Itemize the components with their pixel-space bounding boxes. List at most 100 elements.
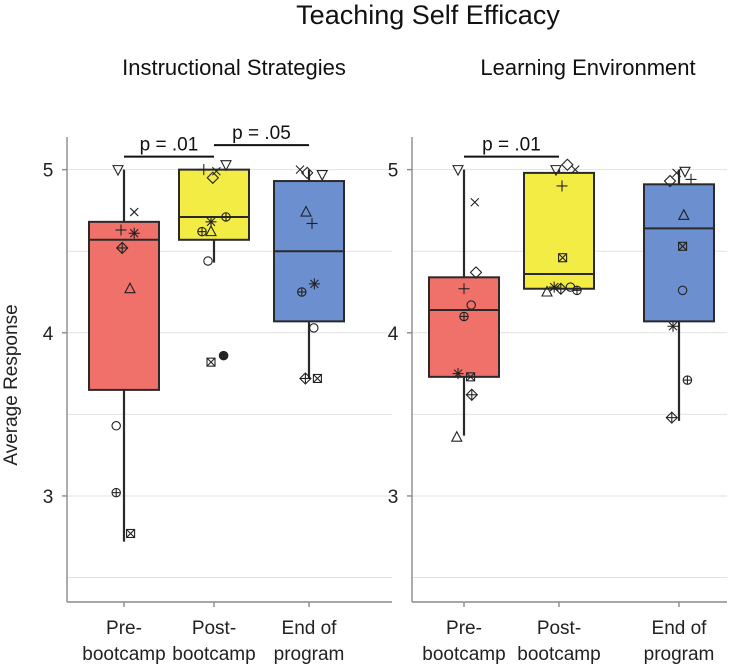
marker-stroke (313, 374, 322, 383)
marker-plus (306, 217, 318, 229)
marker-plus (458, 283, 470, 295)
marker-stroke (668, 321, 678, 331)
marker-shape (300, 166, 314, 180)
marker-stroke (295, 165, 305, 175)
marker-diamond (469, 266, 483, 279)
marker-asterisk (452, 368, 464, 380)
box-3 (643, 166, 715, 424)
x-tick-label: Pre- (106, 618, 142, 639)
x-tick-label: program (644, 644, 715, 665)
marker-x (672, 168, 681, 178)
marker-plus (685, 173, 697, 185)
marker-circle-plus (572, 285, 582, 296)
marker-circle-plus (197, 226, 207, 237)
marker-tri-up (450, 430, 463, 442)
marker-circle (466, 300, 476, 310)
marker-stroke (126, 529, 135, 538)
marker-stroke (672, 168, 681, 178)
x-tick-label: Post- (537, 618, 581, 639)
marker-shape (558, 253, 568, 263)
marker-shape (541, 285, 553, 297)
marker-shape (316, 169, 329, 182)
marker-shape (203, 256, 213, 266)
marker-shape (297, 287, 307, 297)
y-tick-label: 5 (388, 161, 399, 182)
marker-shape (459, 311, 469, 322)
panel-2: Learning Environment 3 4 5 Pre-bootcamp Post-… (388, 55, 727, 665)
marker-stroke (206, 357, 216, 367)
marker-stroke (549, 282, 559, 292)
marker-circle-plus (221, 212, 231, 222)
y-tick-label: 5 (43, 161, 54, 182)
marker-shape (124, 282, 136, 294)
marker-shape (682, 375, 693, 385)
box-iqr (178, 168, 250, 241)
marker-shape (677, 208, 690, 220)
x-tick-label: bootcamp (422, 644, 505, 665)
marker-stroke (466, 372, 475, 382)
box-2 (523, 158, 595, 297)
marker-diamond-plus (465, 388, 479, 402)
marker-square-x (678, 241, 688, 251)
p-value-label: p = .01 (482, 135, 541, 156)
marker-shape (218, 350, 229, 361)
marker-stroke (678, 241, 687, 251)
box-iqr (643, 183, 715, 323)
y-tick-label: 4 (388, 324, 399, 345)
marker-shape (220, 160, 232, 172)
marker-tri-up (300, 205, 312, 217)
marker-diamond-plus (665, 411, 679, 424)
marker-square-x (206, 357, 216, 367)
marker-shape (111, 421, 121, 431)
y-tick-label: 4 (43, 324, 54, 345)
marker-shape (466, 300, 476, 310)
box-iqr (523, 171, 595, 290)
panel-1: Instructional Strategies 3 4 5 Pre-bootcamp P… (43, 55, 392, 665)
marker-shape (126, 528, 136, 539)
box-3 (273, 165, 345, 385)
marker-plus (556, 180, 568, 192)
marker-tri-down (550, 165, 562, 177)
marker-shape (469, 266, 483, 279)
marker-shape (452, 165, 464, 177)
marker-shape (312, 373, 322, 384)
marker-shape (205, 224, 217, 237)
marker-shape (206, 171, 220, 185)
marker-diamond (300, 166, 314, 180)
marker-shape (561, 158, 574, 172)
box-2 (178, 160, 250, 367)
y-axis-label: Average Response (1, 304, 22, 465)
marker-shape (112, 165, 124, 177)
marker-tri-up (205, 224, 217, 237)
marker-circle (677, 285, 688, 296)
marker-square-x (312, 373, 322, 384)
marker-shape (572, 285, 582, 296)
marker-shape (678, 241, 688, 251)
marker-stroke (129, 207, 139, 217)
panel-subtitle: Instructional Strategies (122, 55, 346, 80)
marker-stroke (453, 369, 463, 378)
marker-stroke (558, 253, 567, 263)
x-tick-label: Pre- (446, 618, 482, 639)
marker-shape (206, 357, 216, 367)
x-tick-label: End of (652, 618, 708, 639)
marker-tri-up (124, 282, 136, 294)
marker-shape (466, 372, 476, 382)
marker-shape (300, 205, 312, 217)
marker-circle-plus (111, 487, 121, 498)
x-tick-label: Post- (192, 618, 236, 639)
marker-asterisk (128, 227, 140, 239)
box-1 (428, 165, 500, 442)
x-tick-label: End of (282, 618, 338, 639)
x-tick-label: bootcamp (82, 644, 165, 665)
marker-shape (663, 174, 677, 188)
p-value-label: p = .05 (232, 123, 291, 144)
marker-plus (115, 224, 127, 236)
marker-x (129, 207, 139, 217)
marker-stroke (570, 165, 580, 175)
marker-circle-plus (682, 375, 693, 385)
marker-tri-up (541, 285, 553, 297)
marker-shape (309, 323, 319, 333)
box-iqr (88, 220, 160, 391)
x-tick-label: program (274, 644, 345, 665)
